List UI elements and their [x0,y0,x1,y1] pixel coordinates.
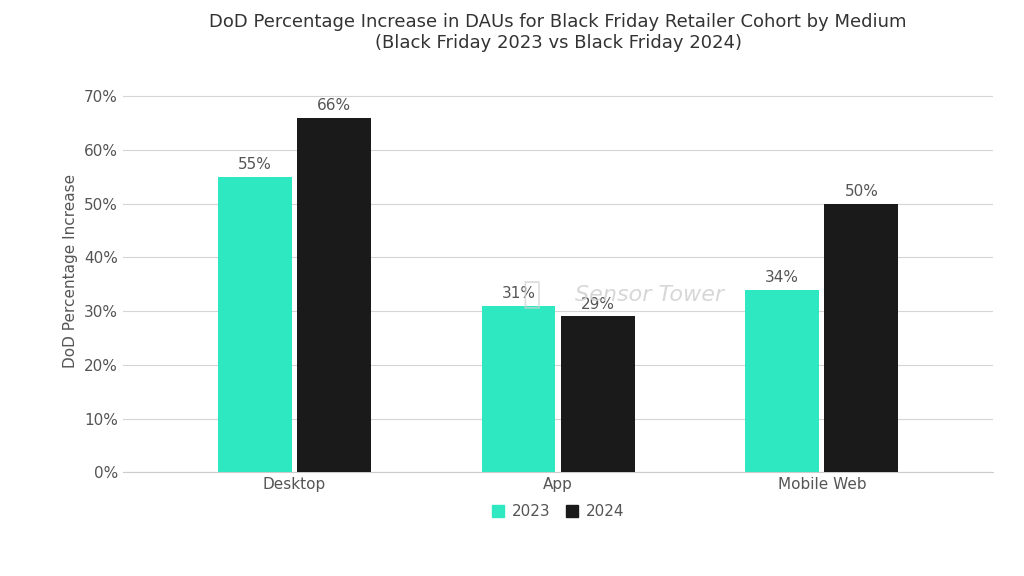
Text: Sensor Tower: Sensor Tower [575,285,725,305]
Text: 31%: 31% [502,286,536,301]
Y-axis label: DoD Percentage Increase: DoD Percentage Increase [63,173,79,368]
Text: 29%: 29% [581,297,614,312]
Text: 55%: 55% [238,157,271,172]
Text: ⓘ: ⓘ [523,281,541,309]
Legend: 2023, 2024: 2023, 2024 [486,498,630,525]
Text: 34%: 34% [765,270,800,285]
Bar [745,290,819,472]
Text: 66%: 66% [316,98,351,113]
Text: 50%: 50% [845,184,879,199]
Bar [481,306,555,472]
Bar [561,316,635,472]
Bar [218,177,292,472]
Bar [824,203,898,472]
Title: DoD Percentage Increase in DAUs for Black Friday Retailer Cohort by Medium
(Blac: DoD Percentage Increase in DAUs for Blac… [209,13,907,52]
Bar [297,118,371,472]
